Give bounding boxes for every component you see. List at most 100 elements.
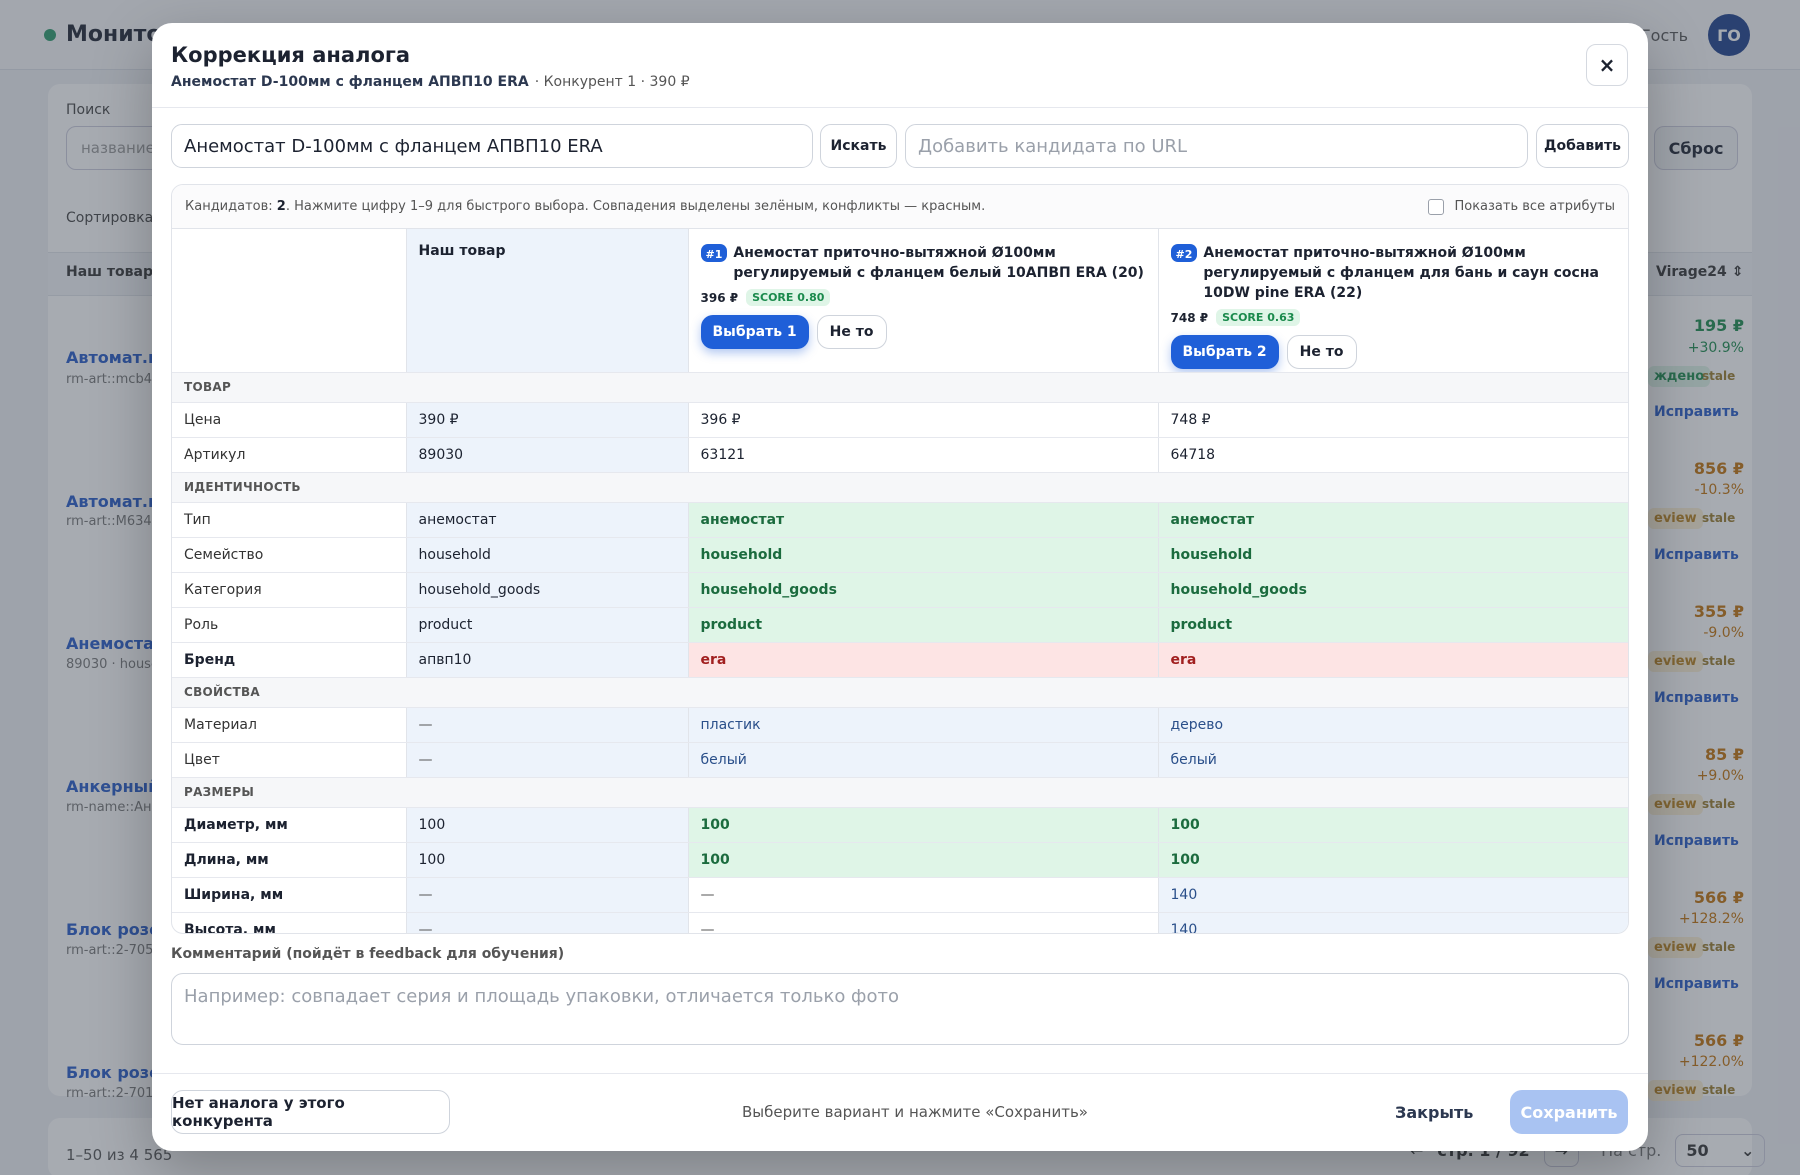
row-price: 85 ₽ [1705,745,1744,764]
our-header: Наш товар [406,229,689,373]
our-value: апвп10 [406,642,689,678]
no-analog-button[interactable]: Нет аналога у этого конкурента [171,1090,450,1134]
correction-modal: Коррекция аналога Анемостат D-100мм с фл… [152,23,1648,1151]
col-our[interactable]: Наш товар [66,264,153,280]
show-all-checkbox[interactable] [1428,198,1445,215]
candidate-1: #1 Анемостат приточно-вытяжной Ø100мм рег… [688,229,1159,373]
c1-value: 100 [688,807,1159,843]
candidate-number: #2 [1170,244,1198,262]
section-row: ТОВАР [172,372,1628,403]
chevron-down-icon: ⌄ [1740,1141,1755,1160]
candidates-header-row: Наш товар #1 Анемостат приточно-вытяжной … [172,229,1628,373]
our-value: 89030 [406,437,689,473]
stale-badge: stale [1702,369,1736,383]
fix-link[interactable]: Исправить [1654,404,1739,420]
status-badge: eview [1648,937,1703,958]
search-button[interactable]: Искать [820,124,897,168]
row-link[interactable]: Автомат.вы [66,492,173,511]
row-label: Категория [172,572,407,608]
our-value: — [406,877,689,913]
table-row: Тип анемостат анемостат анемостат [172,502,1628,538]
grid-info: Кандидатов: 2. Нажмите цифру 1–9 для быс… [172,185,1628,229]
info-prefix: Кандидатов: [185,199,273,214]
row-sub: rm-name::Анк [66,800,160,815]
save-hint: Выберите вариант и нажмите «Сохранить» [742,1103,1088,1121]
modal-title: Коррекция аналога [171,43,411,67]
c2-value: 64718 [1158,437,1628,473]
row-label: Тип [172,502,407,538]
c1-value: — [688,877,1159,913]
close-button[interactable]: Закрыть [1395,1103,1474,1122]
row-sub: rm-art::mcb47 [66,372,161,387]
row-pct: +122.0% [1678,1054,1744,1070]
comparison-table: Наш товар #1 Анемостат приточно-вытяжной … [172,229,1628,933]
row-label: Высота, мм [172,912,407,933]
reject-2-button[interactable]: Не то [1286,335,1357,369]
section-row: РАЗМЕРЫ [172,777,1628,808]
col-competitor[interactable]: Virage24 ⇕ [1656,264,1743,280]
reset-button[interactable]: Сброс [1654,126,1738,170]
c2-value: 140 [1158,912,1628,933]
add-url-input[interactable]: Добавить кандидата по URL [905,124,1528,168]
candidate-title: Анемостат приточно-вытяжной Ø100мм регул… [1203,245,1599,301]
c1-value: — [688,912,1159,933]
row-link[interactable]: Анкерный б [66,777,177,796]
our-value: 100 [406,842,689,878]
status-badge: eview [1648,794,1703,815]
comparison-grid[interactable]: Кандидатов: 2. Нажмите цифру 1–9 для быс… [171,184,1629,934]
comment-textarea[interactable]: Например: совпадает серия и площадь упак… [171,973,1629,1045]
candidate-number: #1 [700,244,728,262]
fix-link[interactable]: Исправить [1654,976,1739,992]
per-page-value: 50 [1686,1141,1709,1160]
reject-1-button[interactable]: Не то [816,315,887,349]
save-button[interactable]: Сохранить [1510,1090,1628,1134]
row-link[interactable]: Блок розет [66,1063,170,1082]
row-label: Длина, мм [172,842,407,878]
our-value: household [406,537,689,573]
row-label: Диаметр, мм [172,807,407,843]
modal-subtitle: Анемостат D-100мм с фланцем АПВП10 ERA ·… [171,74,690,90]
row-link[interactable]: Анемостат [66,634,164,653]
show-all-toggle[interactable]: Показать все атрибуты [1428,198,1615,215]
row-label: Материал [172,707,407,743]
close-icon[interactable]: × [1586,44,1628,86]
fix-link[interactable]: Исправить [1654,833,1739,849]
section-row: ИДЕНТИЧНОСТЬ [172,472,1628,503]
search-label: Поиск [66,102,111,118]
our-value: 100 [406,807,689,843]
pick-1-button[interactable]: Выбрать 1 [700,315,809,349]
score-badge: SCORE 0.80 [746,289,831,306]
stale-badge: stale [1702,511,1736,525]
row-pct: +128.2% [1678,911,1744,927]
pick-2-button[interactable]: Выбрать 2 [1170,335,1279,369]
c1-value: 396 ₽ [688,402,1159,438]
c2-value: 100 [1158,842,1628,878]
row-label: Роль [172,607,407,643]
c2-value: household_goods [1158,572,1628,608]
c1-value: пластик [688,707,1159,743]
per-page-select[interactable]: 50 ⌄ [1675,1134,1766,1167]
stale-badge: stale [1702,797,1736,811]
candidate-search-input[interactable]: Анемостат D-100мм с фланцем АПВП10 ERA [171,124,813,168]
fix-link[interactable]: Исправить [1654,547,1739,563]
sort-label: Сортировка [66,210,154,226]
row-link[interactable]: Блок розет [66,920,170,939]
row-link[interactable]: Автомат.вы [66,348,173,367]
fix-link[interactable]: Исправить [1654,690,1739,706]
add-button[interactable]: Добавить [1536,124,1629,168]
c2-value: era [1158,642,1628,678]
c1-value: 63121 [688,437,1159,473]
row-sub: rm-art::2-701- [66,1086,159,1101]
stale-badge: stale [1702,654,1736,668]
avatar[interactable]: ГО [1708,14,1750,56]
status-dot-icon [44,28,56,41]
divider [152,107,1648,108]
c1-value: анемостат [688,502,1159,538]
row-sub: rm-art::2-705- [66,943,159,958]
show-all-label: Показать все атрибуты [1454,199,1615,214]
table-row: Бренд апвп10 era era [172,642,1628,678]
section-label: ТОВАР [172,372,1628,403]
col-competitor-label: Virage24 [1656,264,1727,280]
candidate-price: 396 ₽ [700,290,739,305]
section-row: СВОЙСТВА [172,677,1628,708]
